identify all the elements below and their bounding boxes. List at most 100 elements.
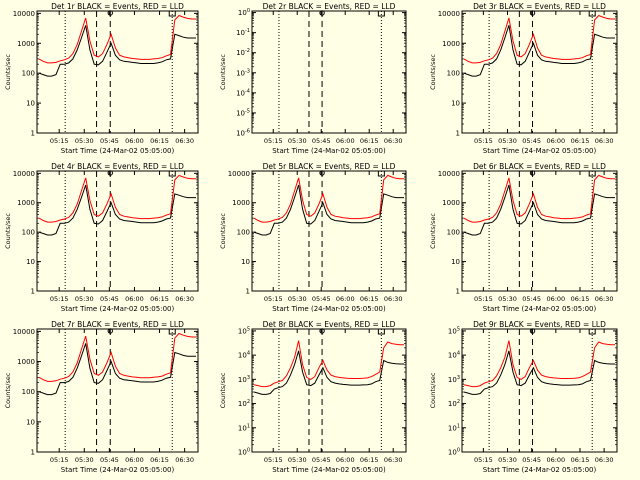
x-tick-label: 06:30 [595,456,614,464]
marker-circle [107,10,113,16]
y-tick-label: 1 [31,449,35,457]
marker-box [377,328,385,335]
y-axis-label: Counts/sec [4,213,12,249]
x-axis-label: Start Time (24-Mar-02 05:05:00) [61,466,175,474]
y-axis-label: Counts/sec [4,54,12,90]
y-tick-label: 104 [238,351,250,360]
x-tick-label: 05:15 [50,456,69,464]
y-tick-label: 10-5 [236,108,250,117]
detector-panel: Det 2r BLACK = Events, RED = LLD 10-6 10-5… [219,2,407,155]
x-tick-label: 05:15 [264,137,283,145]
plot-frame [461,10,618,134]
x-axis-label: Start Time (24-Mar-02 05:05:00) [61,147,175,155]
y-tick-label: 102 [238,399,250,408]
x-tick-label: 05:30 [288,137,307,145]
y-tick-label: 10000 [228,170,250,178]
x-tick-label: 06:00 [336,137,355,145]
x-tick-label: 06:00 [546,456,565,464]
events-series-line [463,350,615,395]
y-tick-label: 10 [26,100,35,108]
y-tick-label: 100 [22,388,35,396]
x-tick-label: 05:15 [50,295,69,303]
panel-title: Det 4r BLACK = Events, RED = LLD [51,162,184,171]
y-tick-label: 101 [448,423,460,432]
x-tick-label: 05:45 [312,137,331,145]
marker-circle [529,170,536,176]
detector-panel: Det 4r BLACK = Events, RED = LLD 1 10 100 10… [4,162,199,313]
x-tick-label: 05:30 [288,295,307,303]
x-tick-label: 06:00 [125,456,144,464]
x-tick-label: 05:45 [100,456,119,464]
plot-frame [251,328,407,453]
y-tick-label: 103 [448,375,460,384]
panel-title: Det 3r BLACK = Events, RED = LLD [473,2,606,11]
y-tick-label: 100 [22,70,35,78]
y-axis-label: Counts/sec [429,372,437,408]
marker-box [168,328,176,335]
x-tick-label: 05:15 [264,295,283,303]
events-series-line [38,343,196,396]
x-tick-label: 06:30 [175,137,194,145]
marker-circle [529,328,536,334]
lld-series-line [253,174,404,223]
x-tick-label: 06:15 [360,456,379,464]
lld-series-line [38,14,196,64]
y-tick-label: 10-3 [236,68,250,77]
x-tick-label: 06:15 [571,295,590,303]
y-tick-label: 100 [448,448,460,457]
x-tick-label: 06:00 [336,295,355,303]
y-axis-label: Counts/sec [4,372,12,408]
x-tick-label: 06:15 [360,295,379,303]
y-tick-label: 1000 [17,199,35,207]
x-tick-label: 05:30 [75,456,94,464]
x-tick-label: 05:30 [288,456,307,464]
x-axis-label: Start Time (24-Mar-02 05:05:00) [483,466,597,474]
y-tick-label: 10000 [438,170,460,178]
y-tick-label: 10 [26,258,35,266]
marker-circle [319,10,325,16]
x-axis-label: Start Time (24-Mar-02 05:05:00) [61,305,175,313]
x-tick-label: 06:15 [150,456,169,464]
lld-series-line [38,332,196,382]
x-axis-label: Start Time (24-Mar-02 05:05:00) [272,147,386,155]
y-tick-label: 10-2 [236,48,250,57]
y-tick-label: 1000 [17,358,35,366]
x-tick-label: 06:00 [125,295,144,303]
y-tick-label: 101 [238,423,250,432]
y-tick-label: 102 [448,399,460,408]
x-tick-label: 05:15 [474,137,493,145]
events-series-line [253,184,404,236]
x-tick-label: 06:00 [125,137,144,145]
detector-panel: Det 1r BLACK = Events, RED = LLD 1 10 100 10… [4,2,199,155]
y-tick-label: 10 [451,100,460,108]
y-tick-label: 100 [447,229,460,237]
plot-frame [36,170,199,292]
y-tick-label: 10-1 [236,28,250,37]
x-tick-label: 06:00 [546,137,565,145]
marker-box [168,170,176,177]
x-tick-label: 06:15 [150,137,169,145]
y-tick-label: 10000 [13,328,35,336]
y-axis-label: Counts/sec [429,213,437,249]
lld-series-line [463,340,615,388]
y-tick-label: 1 [456,130,460,138]
x-tick-label: 06:00 [546,295,565,303]
detector-panel: Det 8r BLACK = Events, RED = LLD 100 101 10… [219,320,407,474]
y-tick-label: 1000 [442,199,460,207]
y-tick-label: 1 [456,288,460,296]
y-tick-label: 105 [238,326,250,335]
panel-title: Det 5r BLACK = Events, RED = LLD [263,162,396,171]
panel-title: Det 1r BLACK = Events, RED = LLD [51,2,184,11]
y-tick-label: 10 [26,418,35,426]
x-tick-label: 06:30 [384,137,403,145]
panel-title: Det 8r BLACK = Events, RED = LLD [263,320,396,329]
x-axis-label: Start Time (24-Mar-02 05:05:00) [272,305,386,313]
panel-title: Det 2r BLACK = Events, RED = LLD [263,2,396,11]
y-tick-label: 100 [22,229,35,237]
y-tick-label: 1000 [17,40,35,48]
x-tick-label: 05:45 [522,137,541,145]
x-tick-label: 05:45 [312,456,331,464]
lld-series-line [463,174,615,223]
x-tick-label: 05:15 [264,456,283,464]
x-tick-label: 05:30 [498,137,517,145]
